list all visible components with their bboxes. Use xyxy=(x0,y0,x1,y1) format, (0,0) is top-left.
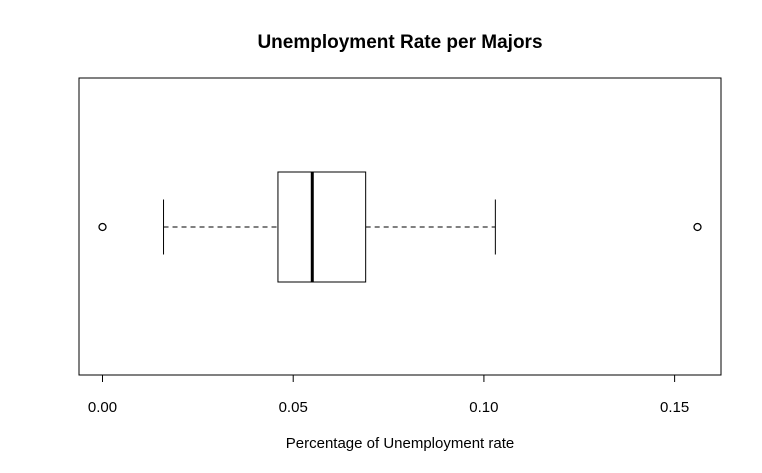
x-tick-label: 0.00 xyxy=(88,399,117,416)
outlier-point xyxy=(98,222,107,232)
outlier-point xyxy=(693,222,702,232)
x-axis: 0.00 0.05 0.10 0.15 xyxy=(88,374,689,416)
chart-title: Unemployment Rate per Majors xyxy=(257,32,542,53)
x-axis-label: Percentage of Unemployment rate xyxy=(286,435,514,452)
x-tick-label: 0.10 xyxy=(469,399,498,416)
x-tick-label: 0.05 xyxy=(279,399,308,416)
x-tick-label: 0.15 xyxy=(660,399,689,416)
box-layer xyxy=(98,171,702,283)
iqr-box xyxy=(277,171,367,283)
